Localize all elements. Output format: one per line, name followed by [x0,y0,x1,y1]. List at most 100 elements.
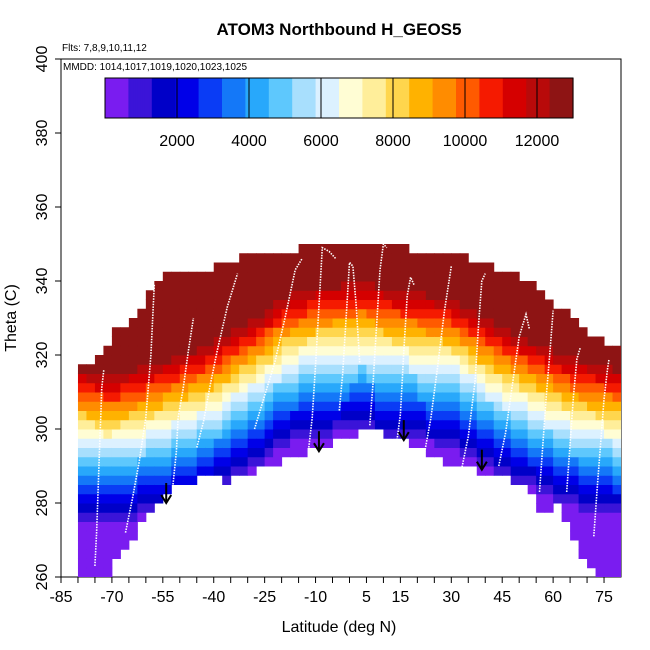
data-cell [383,373,393,384]
data-cell [230,447,240,458]
data-cell [247,327,257,337]
colorbar-swatch [112,78,115,118]
data-cell [493,466,503,476]
colorbar-swatch [537,78,541,118]
data-cell [247,253,257,263]
colorbar-swatch [320,78,324,118]
data-cell [171,392,181,402]
colorbar-frame [104,77,574,119]
data-cell [374,308,384,319]
data-cell [595,373,605,384]
data-cell [281,429,291,439]
data-cell [171,345,181,356]
data-cell [137,392,147,402]
data-cell [468,290,478,300]
data-cell [341,244,350,254]
data-cell [544,429,554,439]
data-cell [315,438,325,448]
data-cell [145,318,155,328]
data-cell [357,253,367,263]
data-cell [408,253,418,263]
data-cell [307,345,317,356]
data-cell [298,364,308,374]
data-cell [357,410,367,421]
data-cell [111,466,121,476]
data-cell [247,364,257,374]
data-cell [154,327,164,337]
colorbar-swatch [331,78,335,118]
colorbar-swatch [238,78,242,118]
data-cell [307,336,317,347]
data-cell [493,429,503,439]
data-cell [111,410,121,421]
data-cell [137,373,147,384]
data-cell [349,401,359,411]
colorbar-swatch [376,78,380,118]
data-cell [612,456,621,467]
data-cell [239,336,249,347]
data-cell [341,382,350,393]
colorbar-swatch [418,78,422,118]
data-cell [578,327,588,337]
data-cell [128,373,138,384]
data-cell [341,373,350,384]
data-cell [408,392,418,402]
data-cell [595,484,605,495]
data-cell [256,308,266,319]
data-cell [298,281,308,291]
data-cell [128,327,138,337]
colorbar-swatch [397,78,401,118]
data-cell [374,382,384,393]
data-cell [264,253,274,263]
data-cell [77,484,87,495]
colorbar-swatch [570,78,574,118]
data-cell [103,392,113,402]
flight-track [124,284,156,533]
data-cell [519,355,529,365]
data-cell [137,419,147,430]
data-cell [442,410,452,421]
data-cell [417,308,427,319]
data-cell [86,530,96,541]
colorbar-swatch [561,78,565,118]
data-cell [561,355,571,365]
data-cell [383,336,393,347]
data-cell [154,299,164,310]
data-cell [145,466,155,476]
data-cell [383,308,393,319]
data-cell [349,410,359,421]
data-cell [103,466,113,476]
data-cell [459,429,469,439]
data-cell [213,419,223,430]
data-cell [587,521,597,532]
data-cell [485,336,495,347]
data-cell [86,456,96,467]
data-cell [612,373,621,384]
data-cell [111,540,121,550]
data-cell [612,530,621,541]
data-cell [451,262,461,273]
data-cell [578,530,588,541]
data-cell [391,244,401,254]
data-cell [425,327,435,337]
data-cell [324,299,334,310]
data-cell [103,567,113,577]
data-cell [357,382,367,393]
data-cell [553,392,563,402]
data-cell [281,253,291,263]
data-cell [536,392,546,402]
data-cell [502,318,512,328]
data-cell [103,493,113,504]
colorbar: 2000 4000 6000 8000 10000 12000 [104,77,574,150]
data-cell [205,355,215,365]
flight-track [369,242,388,426]
data-cell [179,419,189,430]
data-cell [298,290,308,300]
data-cell [120,327,130,337]
data-cell [451,355,461,365]
data-cell [425,447,435,458]
data-cell [77,530,87,541]
data-cell [239,253,249,263]
data-cell [154,401,164,411]
data-cell [595,540,605,550]
